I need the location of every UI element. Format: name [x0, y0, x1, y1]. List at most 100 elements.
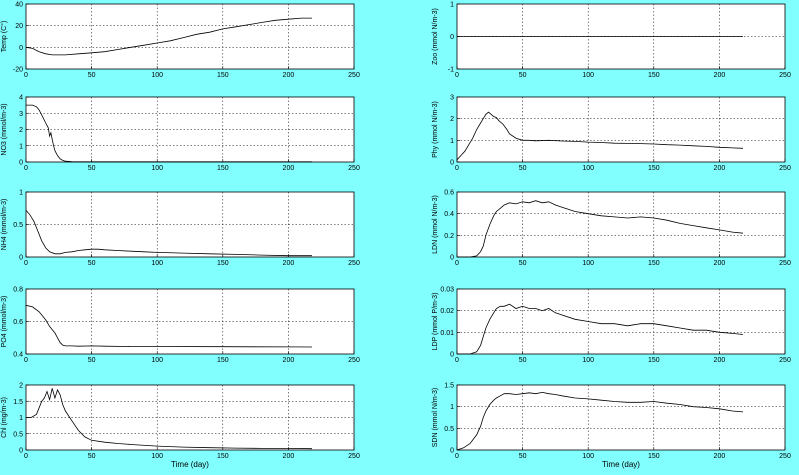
y-tick-label: 0 — [450, 352, 454, 359]
axes-box — [456, 96, 786, 163]
y-tick-label: 0 — [19, 448, 23, 455]
y-axis-label: LDP (mmol P/m-3) — [432, 293, 439, 351]
y-tick-label: 1.5 — [444, 383, 454, 390]
y-tick-label: 0.2 — [444, 233, 454, 240]
y-tick-label: 0 — [450, 34, 454, 41]
y-tick-label: 0.5 — [13, 431, 23, 438]
axes-box — [456, 191, 786, 258]
x-tick-label: 100 — [582, 260, 594, 267]
y-tick-label: 0 — [19, 255, 23, 262]
y-tick-label: 20 — [15, 23, 23, 30]
series-line-0 — [456, 391, 744, 451]
x-tick-label: 250 — [348, 72, 360, 79]
y-tick-label: 1 — [450, 2, 454, 9]
x-tick-label: 50 — [88, 72, 96, 79]
x-tick-label: 50 — [88, 453, 96, 460]
x-tick-label: 250 — [348, 165, 360, 172]
y-axis-label: LDN (mmol N/m-3) — [432, 195, 439, 254]
subplot-9: 0 50 100 150 200 250 0 0.5 1 1.5 SDN (mmol N/m-3) T… — [432, 383, 791, 470]
x-tick-label: 200 — [714, 165, 726, 172]
x-tick-label: 150 — [217, 165, 229, 172]
y-axis-label: SDN (mmol N/m-3) — [432, 388, 439, 448]
y-axis-label: Zoo (mmol N/m-3) — [432, 8, 439, 65]
y-tick-label: 2 — [19, 127, 23, 134]
x-tick-label: 200 — [283, 357, 295, 364]
x-tick-label: 100 — [582, 453, 594, 460]
x-tick-label: 50 — [519, 357, 527, 364]
x-tick-label: 200 — [283, 260, 295, 267]
y-tick-label: -20 — [13, 67, 23, 74]
x-tick-label: 250 — [779, 453, 791, 460]
y-tick-label: 0.4 — [444, 211, 454, 218]
axes-box — [456, 384, 786, 451]
y-tick-label: 0.6 — [444, 190, 454, 197]
x-tick-label: 100 — [151, 165, 163, 172]
x-tick-label: 100 — [151, 357, 163, 364]
series-line-0 — [456, 111, 744, 161]
y-tick-label: 0.5 — [13, 222, 23, 229]
x-axis-label: Time (day) — [602, 460, 640, 469]
x-axis-label: Time (day) — [171, 460, 209, 469]
x-tick-label: 0 — [455, 165, 459, 172]
y-tick-label: 40 — [15, 2, 23, 9]
subplot-2: 0 50 100 150 200 250 0 0.5 1 NH4 (mmol/m-3) — [1, 190, 360, 268]
x-tick-label: 150 — [217, 453, 229, 460]
y-tick-label: 0 — [450, 255, 454, 262]
y-tick-label: 0 — [19, 160, 23, 167]
y-tick-label: 0 — [450, 448, 454, 455]
x-tick-label: 250 — [779, 357, 791, 364]
y-axis-label: Chl (mg/m-3) — [1, 397, 8, 438]
x-tick-label: 0 — [24, 357, 28, 364]
y-axis-label: NO3 (mmol/m-3) — [1, 103, 8, 155]
x-tick-label: 200 — [283, 453, 295, 460]
y-tick-label: 1 — [19, 415, 23, 422]
series-line-0 — [26, 104, 312, 163]
y-tick-label: 0.5 — [444, 426, 454, 433]
x-tick-label: 150 — [648, 453, 660, 460]
x-tick-label: 50 — [519, 165, 527, 172]
subplot-1: 0 50 100 150 200 250 0 1 2 3 4 NO3 (mmol/m-3) — [1, 95, 360, 173]
y-tick-label: 0 — [19, 45, 23, 52]
y-tick-label: 0.01 — [440, 330, 454, 337]
y-tick-label: 1 — [450, 404, 454, 411]
x-tick-label: 0 — [455, 357, 459, 364]
x-tick-label: 200 — [714, 260, 726, 267]
y-tick-label: -1 — [448, 67, 454, 74]
x-tick-label: 250 — [348, 357, 360, 364]
y-tick-label: 0 — [450, 160, 454, 167]
y-tick-label: 0.8 — [13, 287, 23, 294]
x-tick-label: 150 — [648, 72, 660, 79]
subplot-4: 0 50 100 150 200 250 0 0.5 1 1.5 2 Chl (mg/m-3) Time… — [1, 383, 360, 470]
y-axis-label: PO4 (mmol/m-3) — [1, 296, 8, 348]
x-tick-label: 0 — [24, 453, 28, 460]
y-tick-label: 0.6 — [13, 319, 23, 326]
x-tick-label: 50 — [519, 453, 527, 460]
x-tick-label: 50 — [519, 72, 527, 79]
series-line-0 — [25, 209, 312, 257]
x-tick-label: 200 — [714, 72, 726, 79]
subplot-6: 0 50 100 150 200 250 0 1 2 3 Phy (mmol N/m-3) — [432, 95, 791, 173]
y-tick-label: 0.02 — [440, 308, 454, 315]
x-tick-label: 100 — [582, 72, 594, 79]
x-tick-label: 250 — [779, 72, 791, 79]
x-tick-label: 0 — [455, 260, 459, 267]
x-tick-label: 100 — [151, 260, 163, 267]
x-tick-label: 150 — [217, 72, 229, 79]
x-tick-label: 250 — [348, 453, 360, 460]
y-tick-label: 1.5 — [13, 399, 23, 406]
x-tick-label: 0 — [24, 165, 28, 172]
x-tick-label: 150 — [648, 165, 660, 172]
y-tick-label: 2 — [450, 116, 454, 123]
y-axis-label: Temp (C°) — [0, 21, 8, 53]
x-tick-label: 250 — [779, 165, 791, 172]
x-tick-label: 0 — [455, 72, 459, 79]
y-axis-label: Phy (mmol N/m-3) — [432, 101, 439, 158]
x-tick-label: 200 — [283, 72, 295, 79]
axes-box — [25, 3, 355, 70]
x-tick-label: 0 — [455, 453, 459, 460]
y-tick-label: 1 — [450, 138, 454, 145]
series-line-0 — [26, 388, 313, 450]
